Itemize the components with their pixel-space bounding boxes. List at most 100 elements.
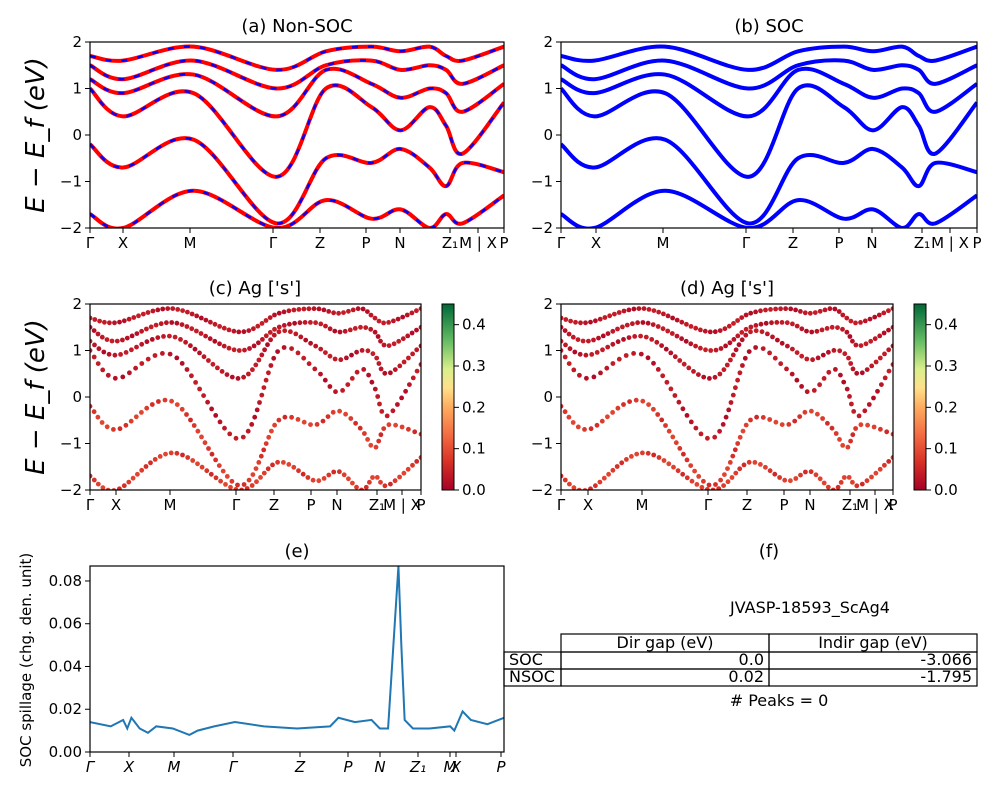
projected-point — [877, 333, 883, 339]
projected-point — [876, 312, 882, 318]
projected-point — [768, 307, 773, 312]
projected-point — [331, 469, 337, 475]
table-header-indir: Indir gap (eV) — [818, 633, 928, 652]
projected-point — [767, 350, 772, 356]
projected-point — [783, 306, 788, 312]
projected-point — [140, 311, 146, 317]
projected-point — [669, 331, 675, 336]
projected-point — [360, 306, 366, 312]
projected-point — [614, 464, 620, 469]
projected-point — [100, 485, 106, 490]
projected-point — [414, 459, 420, 464]
projected-point — [210, 361, 216, 367]
projected-point — [790, 346, 795, 352]
projected-point — [649, 337, 655, 342]
projected-point — [348, 416, 354, 421]
projected-point — [655, 324, 661, 329]
projected-point — [133, 365, 139, 371]
projected-point — [741, 462, 747, 468]
projected-point — [303, 337, 309, 343]
projected-point — [92, 342, 97, 348]
x-tick-label: P — [972, 234, 981, 252]
projected-point — [148, 324, 154, 330]
projected-point — [249, 422, 255, 427]
soc-band — [561, 188, 977, 228]
x-tick-label: P — [499, 234, 508, 252]
projected-point — [718, 346, 724, 351]
projected-point — [111, 427, 116, 432]
projected-point — [242, 347, 247, 353]
projected-point — [701, 374, 707, 380]
projected-point — [354, 484, 359, 490]
projected-point — [259, 352, 265, 358]
y-tick-label: 2 — [543, 295, 553, 313]
projected-point — [136, 313, 141, 319]
projected-point — [626, 307, 632, 313]
projected-point — [128, 418, 134, 424]
y-tick-label: −2 — [531, 219, 553, 237]
projected-point — [735, 377, 740, 383]
projected-point — [716, 486, 722, 490]
projected-point — [158, 321, 164, 327]
projected-point — [597, 479, 603, 485]
projected-point — [607, 313, 613, 319]
projected-point — [227, 431, 233, 437]
projected-point — [610, 467, 616, 473]
projected-point — [148, 460, 153, 466]
projected-point — [580, 338, 586, 344]
projected-point — [203, 333, 209, 339]
projected-point — [123, 422, 129, 428]
projected-point — [743, 312, 749, 318]
projected-point — [281, 323, 287, 328]
table-row-nsoc-indir: -1.795 — [920, 667, 972, 686]
axes-frame — [560, 41, 978, 229]
projected-point — [323, 350, 328, 355]
projected-point — [886, 327, 891, 333]
projected-point — [199, 464, 205, 470]
x-tick-label: M — [657, 234, 670, 252]
projected-point — [674, 333, 680, 339]
projected-point — [772, 471, 778, 477]
projected-point — [337, 469, 342, 475]
projected-point — [788, 306, 794, 312]
projected-point — [399, 424, 405, 430]
projected-point — [365, 348, 371, 354]
projected-point — [602, 315, 608, 320]
projected-point — [155, 335, 161, 340]
projected-point — [195, 428, 201, 434]
projected-point — [209, 406, 215, 412]
projected-point — [199, 434, 204, 440]
gap-table: Dir gap (eV) Indir gap (eV) SOC 0.0 -3.0… — [503, 633, 978, 687]
x-tick-label: P — [888, 496, 897, 514]
projected-point — [651, 308, 657, 313]
projected-point — [99, 420, 105, 425]
projected-point — [821, 480, 827, 486]
projected-point — [562, 477, 568, 483]
projected-point — [693, 425, 699, 431]
x-tick-label: Z₁ — [409, 758, 426, 776]
projected-point — [802, 409, 808, 415]
projected-point — [862, 408, 868, 414]
projected-point — [305, 475, 311, 480]
projected-point — [691, 369, 696, 374]
projected-point — [867, 316, 873, 322]
projected-point — [144, 339, 150, 345]
projected-point — [240, 434, 246, 440]
projected-point — [331, 310, 336, 316]
projected-point — [353, 420, 358, 426]
projected-point — [661, 458, 667, 463]
projected-point — [651, 360, 656, 366]
projected-point — [578, 320, 583, 326]
projected-point — [164, 320, 169, 326]
projected-point — [723, 414, 729, 420]
projected-point — [735, 333, 741, 339]
projected-point — [804, 389, 810, 395]
projected-point — [831, 348, 837, 353]
projected-point — [362, 431, 367, 436]
x-tick-label: M — [444, 758, 457, 776]
projected-point — [703, 347, 708, 353]
projected-point — [321, 307, 327, 313]
projected-point — [815, 411, 820, 417]
projected-point — [692, 468, 697, 474]
